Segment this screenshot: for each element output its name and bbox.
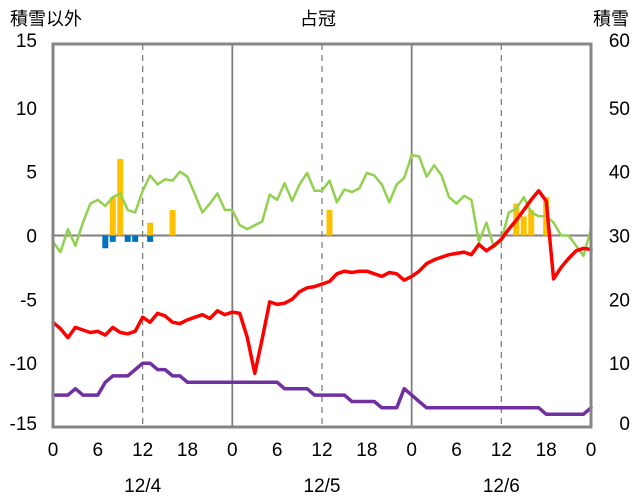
left-tick-label: 15 (16, 31, 37, 52)
date-label: 12/5 (304, 476, 341, 497)
x-axis-ticks: 0 6 12 18 0 6 12 18 0 6 12 18 0 (48, 440, 597, 461)
left-axis-ticks: 15 10 5 0 -5 -10 -15 (10, 31, 37, 435)
right-axis-ticks: 60 50 40 30 20 10 0 (609, 31, 630, 435)
precip-bar (124, 235, 131, 242)
left-tick-label: 0 (26, 227, 37, 248)
left-tick-label: -10 (10, 354, 37, 375)
plot-frame (51, 42, 593, 429)
snowfall-bar (326, 209, 333, 236)
snowfall-bar (520, 216, 527, 236)
x-tick-label: 18 (356, 440, 377, 461)
precip-bar (102, 235, 109, 249)
snowfall-bar (117, 158, 124, 236)
x-tick-label: 12 (491, 440, 512, 461)
date-label: 12/6 (483, 476, 520, 497)
x-tick-label: 6 (451, 440, 462, 461)
x-tick-label: 12 (311, 440, 332, 461)
precip-bar (132, 235, 139, 242)
left-tick-label: -5 (20, 290, 37, 311)
snowfall-bar (147, 222, 154, 236)
snowfall-bar (109, 197, 116, 236)
precip-bar (147, 235, 154, 242)
x-tick-label: 18 (536, 440, 557, 461)
right-tick-label: 30 (609, 227, 630, 248)
right-tick-label: 20 (609, 290, 630, 311)
x-tick-label: 0 (406, 440, 417, 461)
right-tick-label: 50 (609, 99, 630, 120)
chart-title: 占冠 (300, 9, 336, 30)
x-tick-label: 6 (93, 440, 104, 461)
right-tick-label: 40 (609, 163, 630, 184)
x-tick-label: 18 (177, 440, 198, 461)
left-axis-label: 積雪以外 (10, 9, 82, 30)
precip-bar (109, 235, 116, 242)
right-tick-label: 0 (619, 414, 630, 435)
left-tick-label: 5 (26, 163, 37, 184)
right-axis-label: 積雪 (593, 9, 629, 30)
x-tick-label: 0 (48, 440, 59, 461)
x-tick-label: 6 (272, 440, 283, 461)
pressure-line (51, 361, 593, 416)
snowfall-bar (169, 209, 176, 236)
x-tick-label: 0 (586, 440, 597, 461)
x-tick-label: 12 (132, 440, 153, 461)
right-tick-label: 60 (609, 31, 630, 52)
date-label: 12/4 (124, 476, 161, 497)
date-labels: 12/4 12/5 12/6 (124, 476, 520, 497)
left-tick-label: 10 (16, 99, 37, 120)
snowfall-bar (528, 209, 535, 236)
gridlines (53, 44, 591, 427)
temperature-line (51, 189, 593, 376)
x-tick-label: 0 (227, 440, 238, 461)
line-series (51, 153, 593, 416)
left-tick-label: -15 (10, 414, 37, 435)
right-tick-label: 10 (609, 354, 630, 375)
